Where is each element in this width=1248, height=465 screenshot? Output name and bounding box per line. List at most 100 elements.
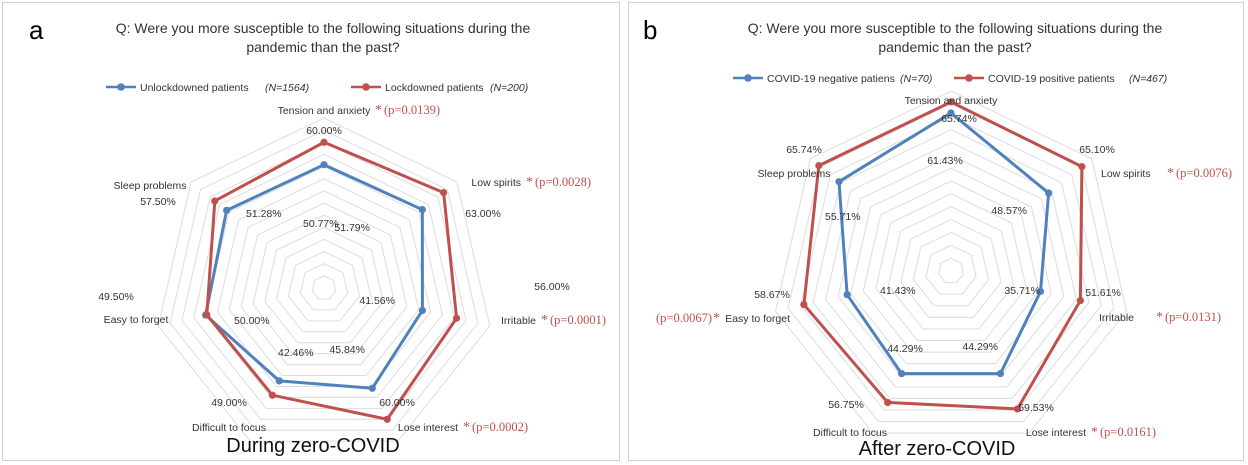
grid-ring [837,154,1065,376]
legend: Unlockdowned patients (N=1564) Lockdowne… [106,82,528,94]
data-point-covid-19-positive-patients [815,162,823,170]
legend-label-negative: COVID-19 negative patiens [767,73,895,85]
grid-ring [157,117,491,442]
data-point-covid-19-negative-patiens [947,109,955,117]
data-label: 49.50% [98,291,134,303]
question-line-2: pandemic than the past? [246,39,400,55]
grid-ring [937,257,965,284]
grid-ring [169,129,479,431]
radar-labels: 50.77%51.79% 41.56% 45.84% 42.46% 50.00% 51.2… [98,103,606,435]
significance-label: (p=0.0139) [384,103,440,117]
series-line-covid-19-positive-patients [802,100,1084,411]
grid-ring [193,153,455,409]
data-point-covid-19-negative-patiens [1036,287,1045,296]
data-point-unlockdowned-patients [418,205,426,214]
grid-ring [287,251,361,322]
significance-star: * [713,311,720,326]
legend-marker-negative [744,74,752,82]
question-line-2: pandemic than the past? [878,39,1032,55]
radar-grid [774,90,1128,434]
question-line-1: Q: Were you more susceptible to the foll… [748,20,1163,36]
question-line-1: Q: Were you more susceptible to the foll… [116,20,531,36]
legend-n-lockdowned: (N=200) [490,82,528,94]
grid-ring [912,231,990,307]
grid-ring [228,190,420,377]
data-label: 61.43% [927,155,963,167]
data-label: 50.77% [303,218,339,230]
legend-marker-unlockdowned [117,83,125,91]
category-label: Difficult to focus [192,422,266,434]
category-label: Sleep problems [758,168,831,180]
category-label: Lose interest [398,422,458,434]
panel-label: a [29,15,44,45]
data-point-unlockdowned-patients [223,206,231,214]
panel-a-during-zero-covid: a Q: Were you more susceptible to the fo… [2,2,620,461]
data-point-unlockdowned-patients [320,161,328,169]
legend-marker-lockdowned [362,83,370,91]
data-point-covid-19-positive-patients [1078,163,1086,171]
data-point-covid-19-negative-patiens [843,291,851,299]
significance-label: (p=0.0076) [1176,166,1232,180]
significance-star: * [541,313,548,328]
panel-subtitle: During zero-COVID [226,435,399,457]
data-label: 45.84% [329,344,365,356]
grid-ring [264,226,384,344]
grid-ring [276,238,372,333]
data-point-covid-19-positive-patients [947,98,955,106]
legend-marker-positive [965,74,973,82]
data-point-covid-19-positive-patients [884,398,892,407]
radar-series [202,138,461,423]
data-label: 58.67% [754,289,790,301]
grid-ring [812,129,1090,399]
legend-label-lockdowned: Lockdowned patients [385,82,484,94]
grid-ring [181,141,467,420]
significance-star: * [463,420,470,435]
radar-chart-a: a Q: Were you more susceptible to the fo… [29,15,606,457]
significance-star: * [526,175,533,190]
category-label: Sleep problems [114,180,187,192]
category-label: Difficult to focus [813,427,887,439]
grid-ring [825,141,1077,388]
data-point-covid-19-negative-patiens [996,370,1005,378]
data-label: 55.71% [825,211,861,223]
panel-label: b [643,15,657,45]
grid-ring [240,202,408,366]
data-point-covid-19-negative-patiens [897,370,906,378]
grid-ring [925,244,977,295]
radar-series [800,98,1086,413]
data-point-lockdowned-patients [211,197,219,205]
grid-ring [774,90,1128,434]
data-label: 56.75% [828,399,864,411]
data-point-covid-19-positive-patients [1076,296,1084,305]
data-label: 65.10% [1079,144,1115,156]
data-label: 49.00% [211,397,247,409]
grid-ring [216,178,432,387]
data-label: 35.71% [1004,285,1040,297]
grid-ring [252,214,396,355]
data-label: 51.61% [1085,287,1121,299]
category-label: Irritable [501,315,536,327]
data-label: 42.46% [278,347,314,359]
significance-label: (p=0.0161) [1100,425,1156,439]
data-point-lockdowned-patients [268,391,276,399]
radar-chart-b: b Q: Were you more susceptible to the fo… [643,15,1232,460]
significance-label: (p=0.0001) [550,313,606,327]
panel-subtitle: After zero-COVID [859,438,1016,460]
data-label: 50.00% [234,315,270,327]
data-point-lockdowned-patients [203,311,211,319]
grid-ring [299,263,349,311]
data-label: 51.28% [246,208,282,220]
data-label: 59.53% [1018,402,1054,414]
significance-star: * [375,103,382,118]
data-label: 63.00% [465,208,501,220]
data-point-lockdowned-patients [383,415,391,423]
data-point-covid-19-positive-patients [1013,405,1022,413]
data-label: 57.50% [140,196,176,208]
series-line-lockdowned-patients [205,140,459,421]
category-label: Low spirits [471,177,521,189]
data-point-covid-19-negative-patiens [1045,189,1053,197]
significance-star: * [1091,425,1098,440]
significance-label: (p=0.0028) [535,175,591,189]
grid-ring [862,180,1040,353]
category-label: Tension and anxiety [905,95,999,107]
